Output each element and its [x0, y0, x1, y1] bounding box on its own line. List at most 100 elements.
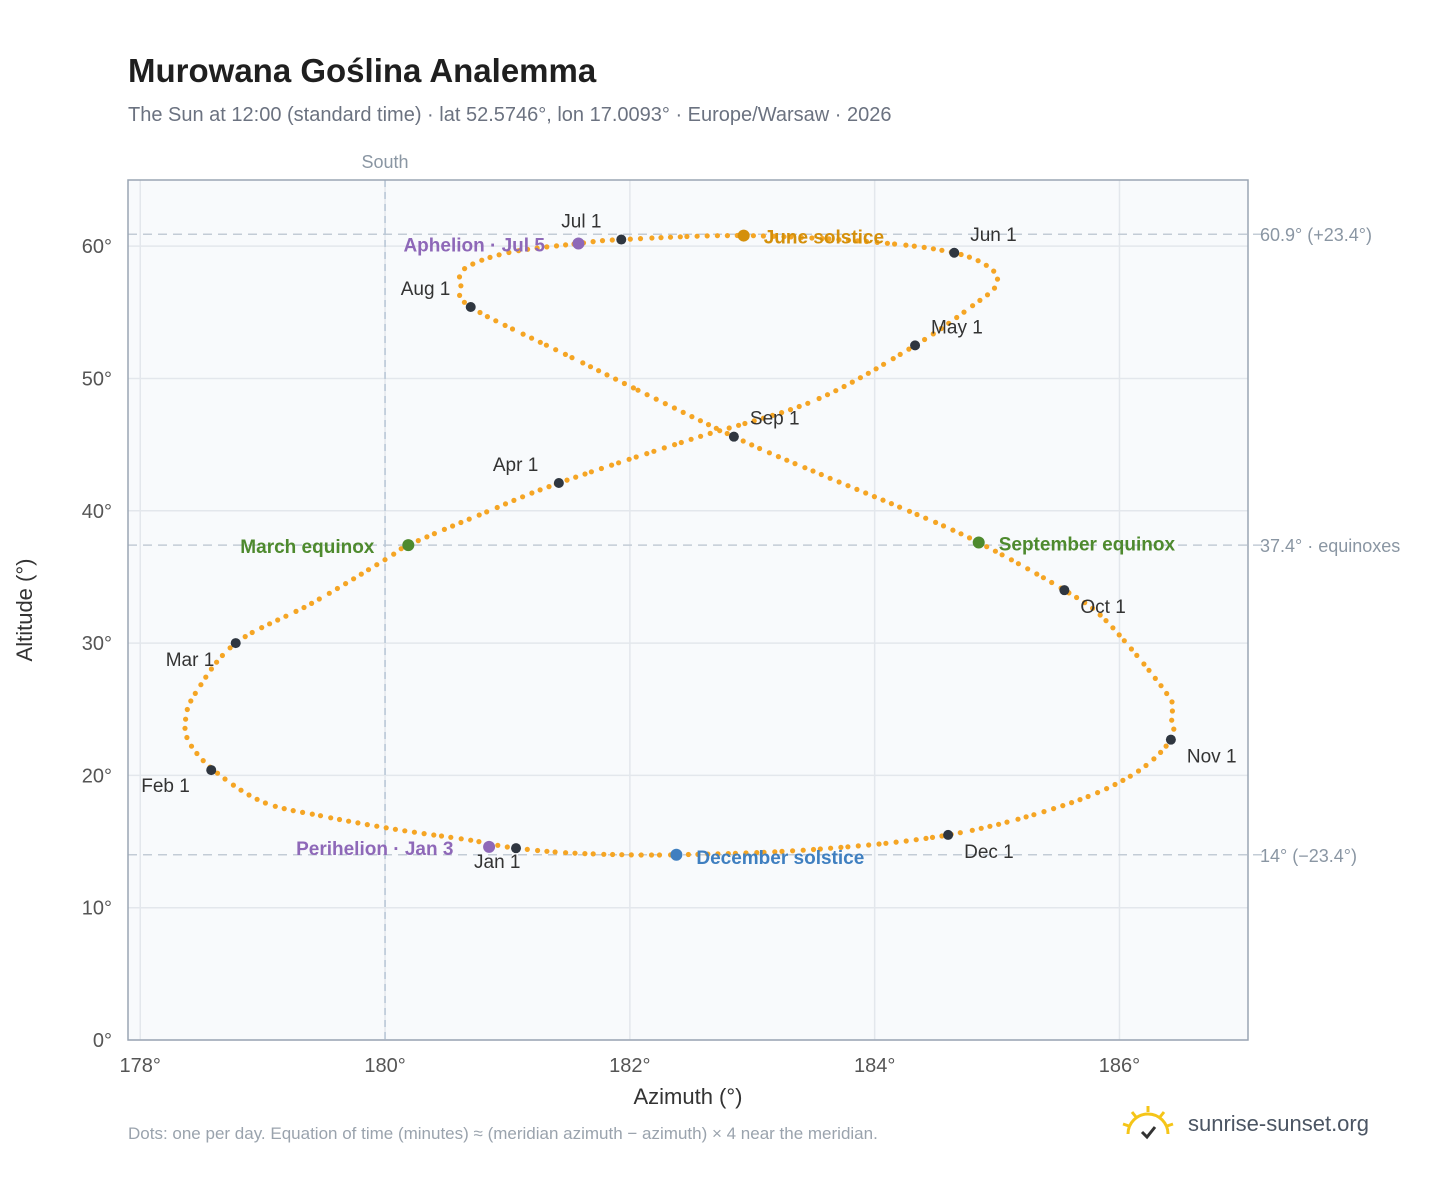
daily-dot [275, 617, 281, 623]
brand[interactable]: sunrise-sunset.org [1120, 1100, 1369, 1148]
daily-dot [188, 698, 194, 704]
event-label: Perihelion · Jan 3 [296, 839, 453, 860]
reference-line-label: 37.4° · equinoxes [1260, 536, 1400, 556]
daily-dot [749, 442, 755, 448]
daily-dot [827, 475, 833, 481]
daily-dot [824, 392, 831, 398]
daily-dot [249, 629, 255, 636]
daily-dot [529, 490, 535, 496]
daily-dot [890, 356, 896, 362]
daily-dot [658, 235, 664, 241]
daily-dot [511, 497, 517, 503]
daily-dot [677, 234, 683, 240]
daily-dot [873, 366, 879, 372]
daily-dot [751, 418, 757, 424]
analemma-curve [182, 232, 1177, 858]
daily-dot [200, 758, 206, 764]
daily-dot [590, 239, 596, 245]
daily-dot [667, 234, 674, 240]
daily-dot [772, 849, 778, 855]
daily-dot [930, 246, 937, 252]
daily-dot [857, 375, 864, 381]
daily-dot [946, 320, 952, 326]
daily-dot [259, 625, 265, 631]
daily-dot [1151, 756, 1157, 762]
daily-dot [833, 388, 839, 394]
daily-dot [590, 851, 596, 857]
daily-dot [836, 479, 842, 485]
daily-dot [441, 526, 447, 533]
daily-dot [855, 238, 861, 244]
daily-dot [293, 608, 299, 615]
daily-dot [874, 239, 880, 245]
daily-dot [818, 471, 824, 478]
daily-dot [736, 422, 742, 428]
reference-line-label: 14° (−23.4°) [1260, 846, 1357, 866]
daily-dot [957, 830, 963, 836]
daily-dot [688, 436, 694, 442]
daily-dot [810, 468, 816, 474]
y-axis-label: Altitude (°) [12, 559, 37, 662]
daily-dot [208, 666, 214, 672]
daily-dot [198, 682, 204, 688]
daily-dot [1015, 561, 1022, 567]
daily-dot [411, 829, 417, 835]
daily-dot [802, 465, 808, 471]
daily-dot [991, 285, 998, 291]
daily-dot [883, 840, 889, 846]
daily-dot [543, 342, 550, 348]
daily-dot [726, 425, 732, 431]
month-marker [1059, 585, 1070, 596]
daily-dot [742, 420, 748, 427]
y-tick-label: 20° [82, 765, 112, 787]
daily-dot [188, 743, 195, 749]
daily-dot [1164, 690, 1170, 697]
daily-dot [906, 508, 913, 514]
daily-dot [771, 233, 777, 239]
daily-dot [562, 351, 569, 357]
daily-dot [309, 811, 315, 817]
daily-dot [661, 445, 667, 451]
daily-dot [462, 266, 468, 272]
daily-dot [940, 523, 947, 529]
daily-dot [1141, 661, 1147, 667]
daily-dot [715, 851, 721, 857]
daily-dot [911, 243, 917, 249]
daily-dot [855, 843, 861, 849]
daily-dot [1112, 781, 1118, 788]
daily-dot [544, 848, 550, 854]
daily-dot [1135, 768, 1142, 774]
event-marker [572, 237, 585, 250]
daily-dot [633, 454, 639, 460]
daily-dot [203, 674, 209, 680]
daily-dot [598, 465, 605, 472]
daily-dot [680, 409, 686, 415]
daily-dot [520, 494, 526, 500]
daily-dot [930, 331, 936, 337]
daily-dot [477, 309, 483, 316]
daily-dot [365, 567, 372, 573]
y-tick-label: 10° [82, 898, 112, 920]
daily-dot [580, 360, 586, 366]
daily-dot [535, 847, 541, 854]
daily-dot [876, 841, 882, 847]
daily-dot [1015, 816, 1021, 822]
month-marker [206, 765, 217, 776]
daily-dot [1110, 625, 1116, 631]
daily-dot [724, 430, 730, 437]
daily-dot [849, 379, 855, 385]
month-marker [230, 638, 241, 649]
daily-dot [704, 233, 710, 239]
chart-subtitle: The Sun at 12:00 (standard time) · lat 5… [128, 104, 892, 126]
daily-dot [1034, 571, 1040, 577]
daily-dot [672, 442, 678, 448]
daily-dot [781, 234, 787, 240]
daily-dot [415, 538, 421, 544]
daily-dot [587, 364, 594, 370]
daily-dot [326, 590, 332, 596]
month-marker [943, 829, 954, 840]
daily-dot [534, 245, 540, 251]
daily-dot [616, 460, 622, 466]
daily-dot [893, 839, 899, 845]
